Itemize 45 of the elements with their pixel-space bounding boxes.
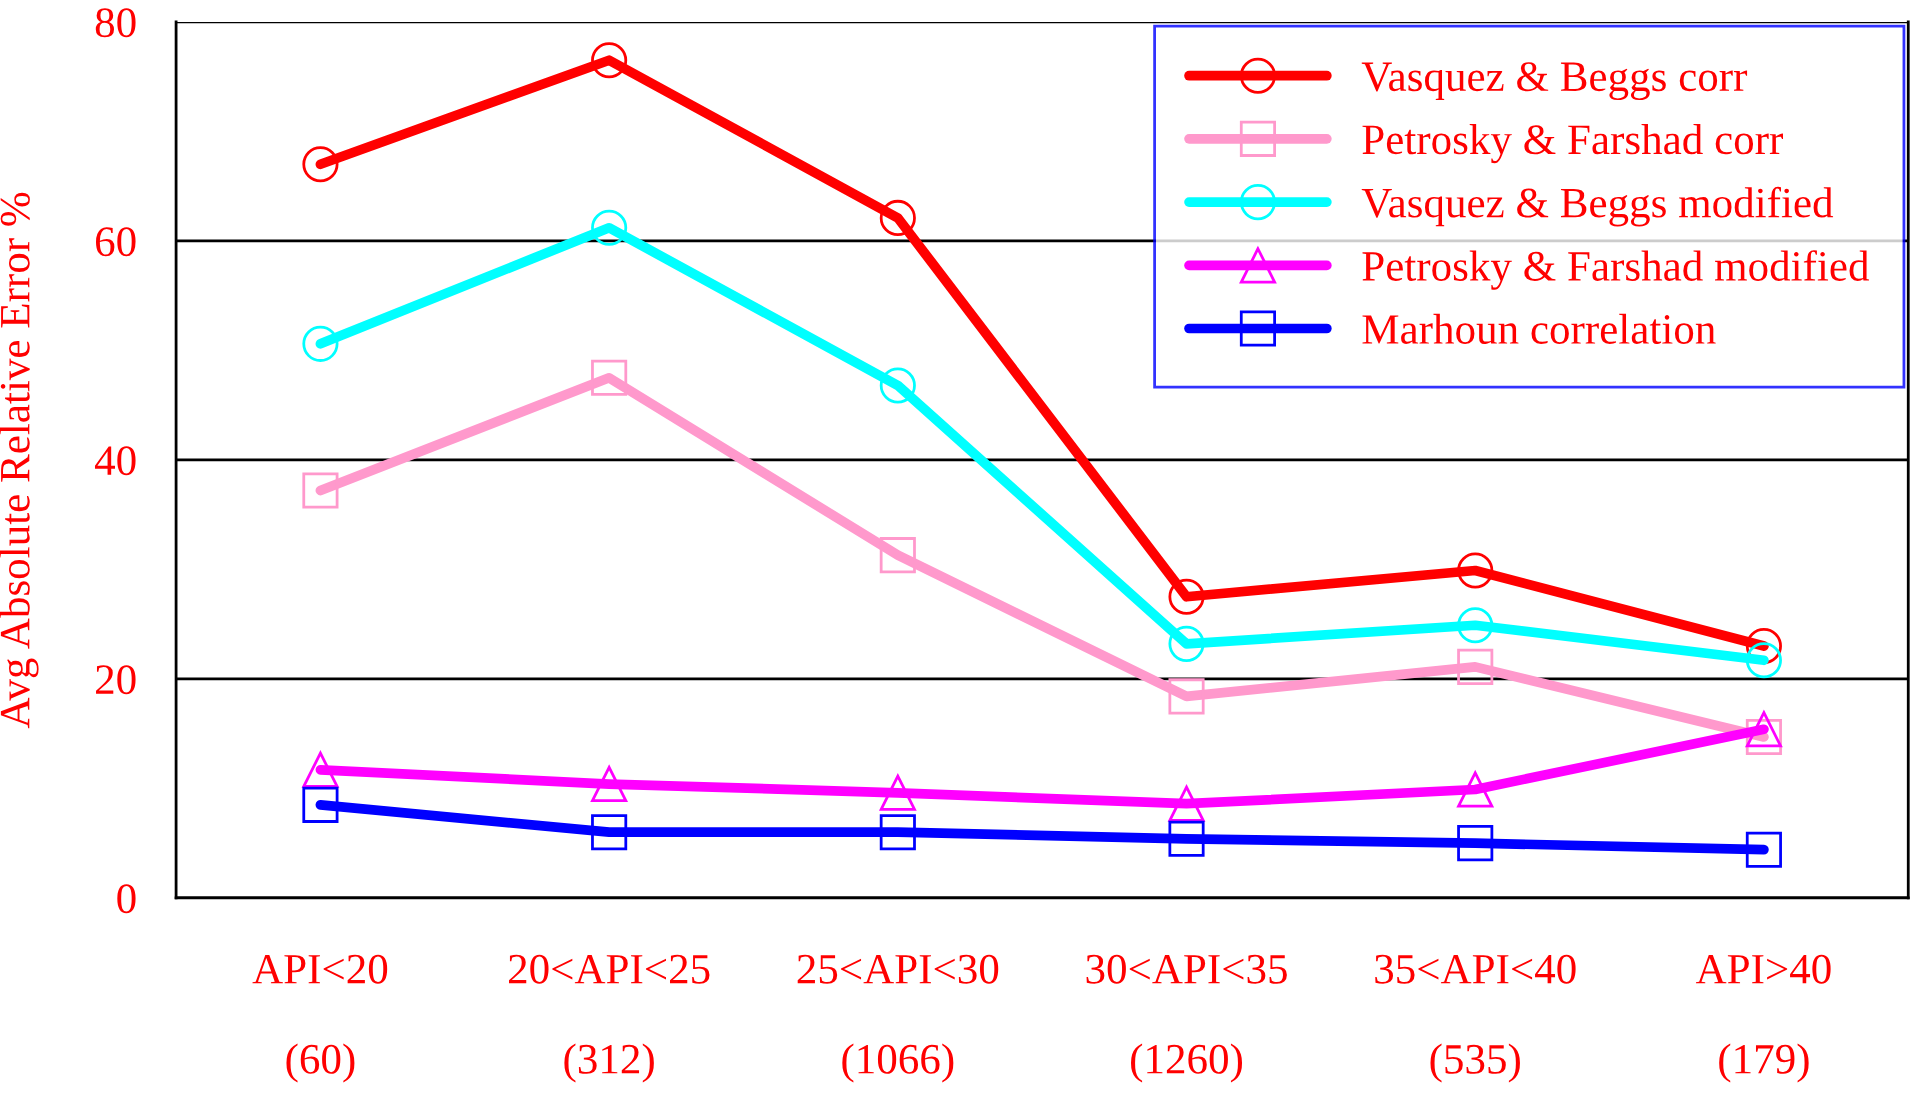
legend-label: Petrosky & Farshad modified xyxy=(1362,250,1869,290)
legend-label: Vasquez & Beggs corr xyxy=(1361,62,1748,101)
y-tick-label: 60 xyxy=(95,227,136,257)
category-label: API<20 (60) xyxy=(252,954,388,1083)
category-label: 25<API<30 (1066) xyxy=(797,954,999,1083)
point xyxy=(1457,648,1494,685)
legend-label: Vasquez & Beggs modified xyxy=(1361,186,1834,227)
point xyxy=(879,537,916,574)
point xyxy=(302,146,339,183)
point xyxy=(1745,711,1782,748)
y-tick-label: 80 xyxy=(95,8,136,38)
point xyxy=(879,367,916,404)
y-tick-label: 20 xyxy=(96,665,136,695)
point xyxy=(1745,831,1782,868)
point xyxy=(302,786,339,823)
point xyxy=(1745,642,1782,679)
point xyxy=(879,814,916,851)
category-label: 30<API<35 (1260) xyxy=(1086,954,1287,1083)
point xyxy=(1457,607,1494,644)
point xyxy=(302,751,339,788)
point xyxy=(1457,771,1494,808)
category-label: API>40 (179) xyxy=(1695,954,1831,1083)
point xyxy=(1168,785,1205,822)
point xyxy=(591,765,628,803)
y-axis-title: Avg Absolute Relative Error % xyxy=(0,192,39,729)
point xyxy=(1457,825,1494,862)
y-tick-label: 0 xyxy=(117,884,136,914)
legend-label: Petrosky & Farshad corr xyxy=(1362,124,1783,164)
category-label: 20<API<25 (312) xyxy=(509,954,710,1083)
point xyxy=(1168,820,1205,857)
point xyxy=(591,42,628,79)
point xyxy=(1168,678,1205,715)
legend-label: Marhoun correlation xyxy=(1362,313,1716,344)
point xyxy=(879,774,916,811)
point xyxy=(591,359,628,396)
point xyxy=(302,472,339,509)
category-label: 35<API<40 (535) xyxy=(1375,954,1576,1083)
point xyxy=(1168,578,1205,615)
point xyxy=(302,325,339,362)
point xyxy=(1457,552,1494,589)
y-tick-label: 40 xyxy=(94,446,136,476)
point xyxy=(591,814,628,851)
point xyxy=(1168,625,1205,662)
point xyxy=(591,209,628,246)
point xyxy=(879,199,916,236)
